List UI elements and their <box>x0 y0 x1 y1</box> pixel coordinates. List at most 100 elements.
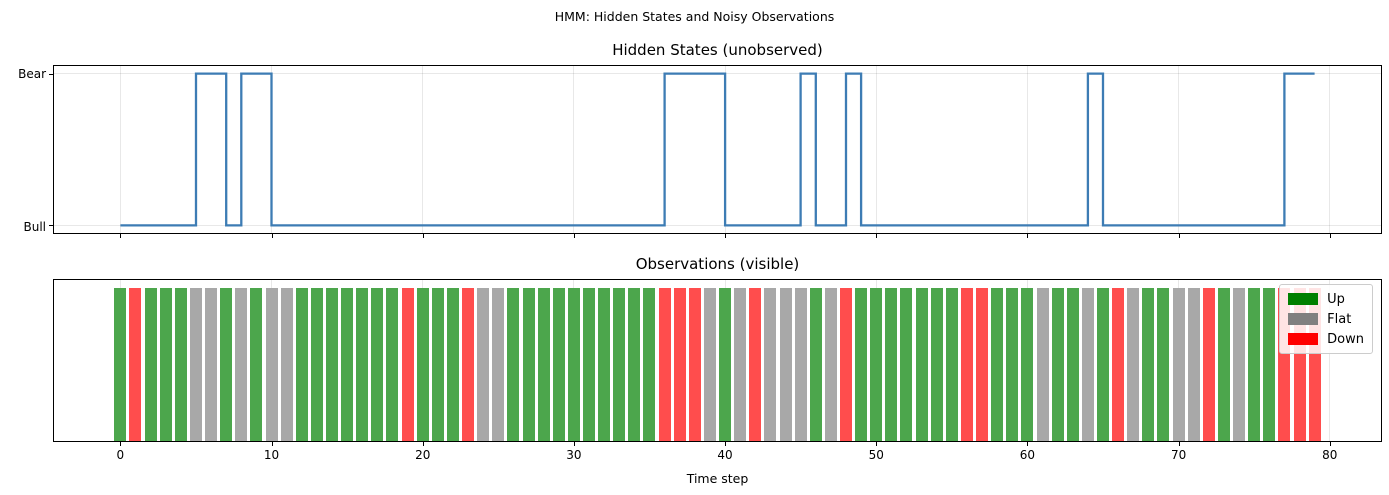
x-tick-mark <box>725 442 727 446</box>
observation-bar <box>205 287 218 441</box>
observation-bar <box>144 287 157 441</box>
observation-bar <box>250 287 263 441</box>
observation-bar <box>976 287 989 441</box>
observation-bar <box>658 287 671 441</box>
observation-bar <box>235 287 248 441</box>
gridline-vertical <box>1329 280 1331 441</box>
legend-item: Down <box>1288 329 1364 349</box>
x-tick-mark <box>271 442 273 446</box>
x-tick-label: 30 <box>566 448 582 462</box>
observation-bar <box>1066 287 1079 441</box>
observation-bar <box>855 287 868 441</box>
legend-swatch-down <box>1288 333 1319 345</box>
observation-bar <box>1187 287 1200 441</box>
hidden-states-plot-area <box>54 66 1381 233</box>
observation-bar <box>1217 287 1230 441</box>
observation-bar <box>1248 287 1261 441</box>
hidden-states-title: Hidden States (unobserved) <box>612 41 823 59</box>
observation-bar <box>265 287 278 441</box>
legend-item: Flat <box>1288 309 1364 329</box>
figure-title: HMM: Hidden States and Noisy Observation… <box>554 9 835 24</box>
x-tick-mark <box>1178 442 1180 446</box>
observation-bar <box>643 287 656 441</box>
observation-bar <box>1021 287 1034 441</box>
observation-bar <box>749 287 762 441</box>
observation-bar <box>779 287 792 441</box>
observation-bar <box>1036 287 1049 441</box>
observation-bar <box>764 287 777 441</box>
observation-bar <box>446 287 459 441</box>
x-tick-mark <box>573 442 575 446</box>
observation-bar <box>794 287 807 441</box>
observation-bar <box>583 287 596 441</box>
observation-bar <box>945 287 958 441</box>
x-tick-label: 10 <box>263 448 280 462</box>
x-tick-mark <box>1178 234 1180 238</box>
x-tick-label: 20 <box>415 448 431 462</box>
observation-bar <box>507 287 520 441</box>
observation-bar <box>552 287 565 441</box>
legend-item: Up <box>1288 289 1364 309</box>
observation-bar <box>310 287 323 441</box>
x-tick-mark <box>422 442 424 446</box>
observation-bar <box>673 287 686 441</box>
x-tick-label: 50 <box>868 448 884 462</box>
observation-bar <box>1157 287 1170 441</box>
observation-bar <box>1142 287 1155 441</box>
x-tick-label: 0 <box>116 448 125 462</box>
x-tick-mark <box>1027 442 1029 446</box>
observation-bar <box>1081 287 1094 441</box>
observation-bar <box>1172 287 1185 441</box>
observation-bar <box>1233 287 1246 441</box>
gridline-vertical <box>1178 66 1180 233</box>
gridline-vertical <box>119 66 121 233</box>
x-tick-mark <box>120 442 122 446</box>
observations-title: Observations (visible) <box>635 255 800 273</box>
observation-bar <box>1096 287 1109 441</box>
observation-bar <box>1127 287 1140 441</box>
legend-swatch-up <box>1288 293 1319 305</box>
observation-bar <box>431 287 444 441</box>
observation-bar <box>885 287 898 441</box>
observation-bar <box>870 287 883 441</box>
observation-bar <box>1051 287 1064 441</box>
observation-bar <box>341 287 354 441</box>
observations-plot-area <box>54 280 1381 441</box>
x-tick-mark <box>1329 234 1331 238</box>
observation-bar <box>174 287 187 441</box>
observation-bar <box>356 287 369 441</box>
observation-bar <box>1006 287 1019 441</box>
gridline-horizontal <box>54 224 1381 226</box>
observation-bar <box>809 287 822 441</box>
observation-bar <box>840 287 853 441</box>
gridline-vertical <box>875 66 877 233</box>
observation-bar <box>462 287 475 441</box>
observation-bar <box>401 287 414 441</box>
observation-bar <box>280 287 293 441</box>
legend-label: Flat <box>1327 311 1352 327</box>
observations-panel: Up Flat Down <box>53 279 1382 442</box>
observation-bar <box>220 287 233 441</box>
gridline-vertical <box>422 66 424 233</box>
observation-bar <box>719 287 732 441</box>
gridline-vertical <box>1026 66 1028 233</box>
legend-label: Up <box>1327 291 1345 307</box>
observation-bar <box>129 287 142 441</box>
x-tick-mark <box>120 234 122 238</box>
observation-bar <box>688 287 701 441</box>
observation-bar <box>416 287 429 441</box>
x-tick-label: 60 <box>1019 448 1036 462</box>
observation-bar <box>991 287 1004 441</box>
observation-bar <box>189 287 202 441</box>
legend: Up Flat Down <box>1279 284 1373 354</box>
observation-bar <box>371 287 384 441</box>
observation-bar <box>326 287 339 441</box>
observation-bar <box>114 287 127 441</box>
x-tick-label: 80 <box>1322 448 1338 462</box>
x-tick-mark <box>1027 234 1029 238</box>
observation-bar <box>522 287 535 441</box>
observation-bar <box>960 287 973 441</box>
legend-swatch-flat <box>1288 313 1319 325</box>
observation-bar <box>930 287 943 441</box>
hidden-states-step-line <box>120 72 1315 227</box>
